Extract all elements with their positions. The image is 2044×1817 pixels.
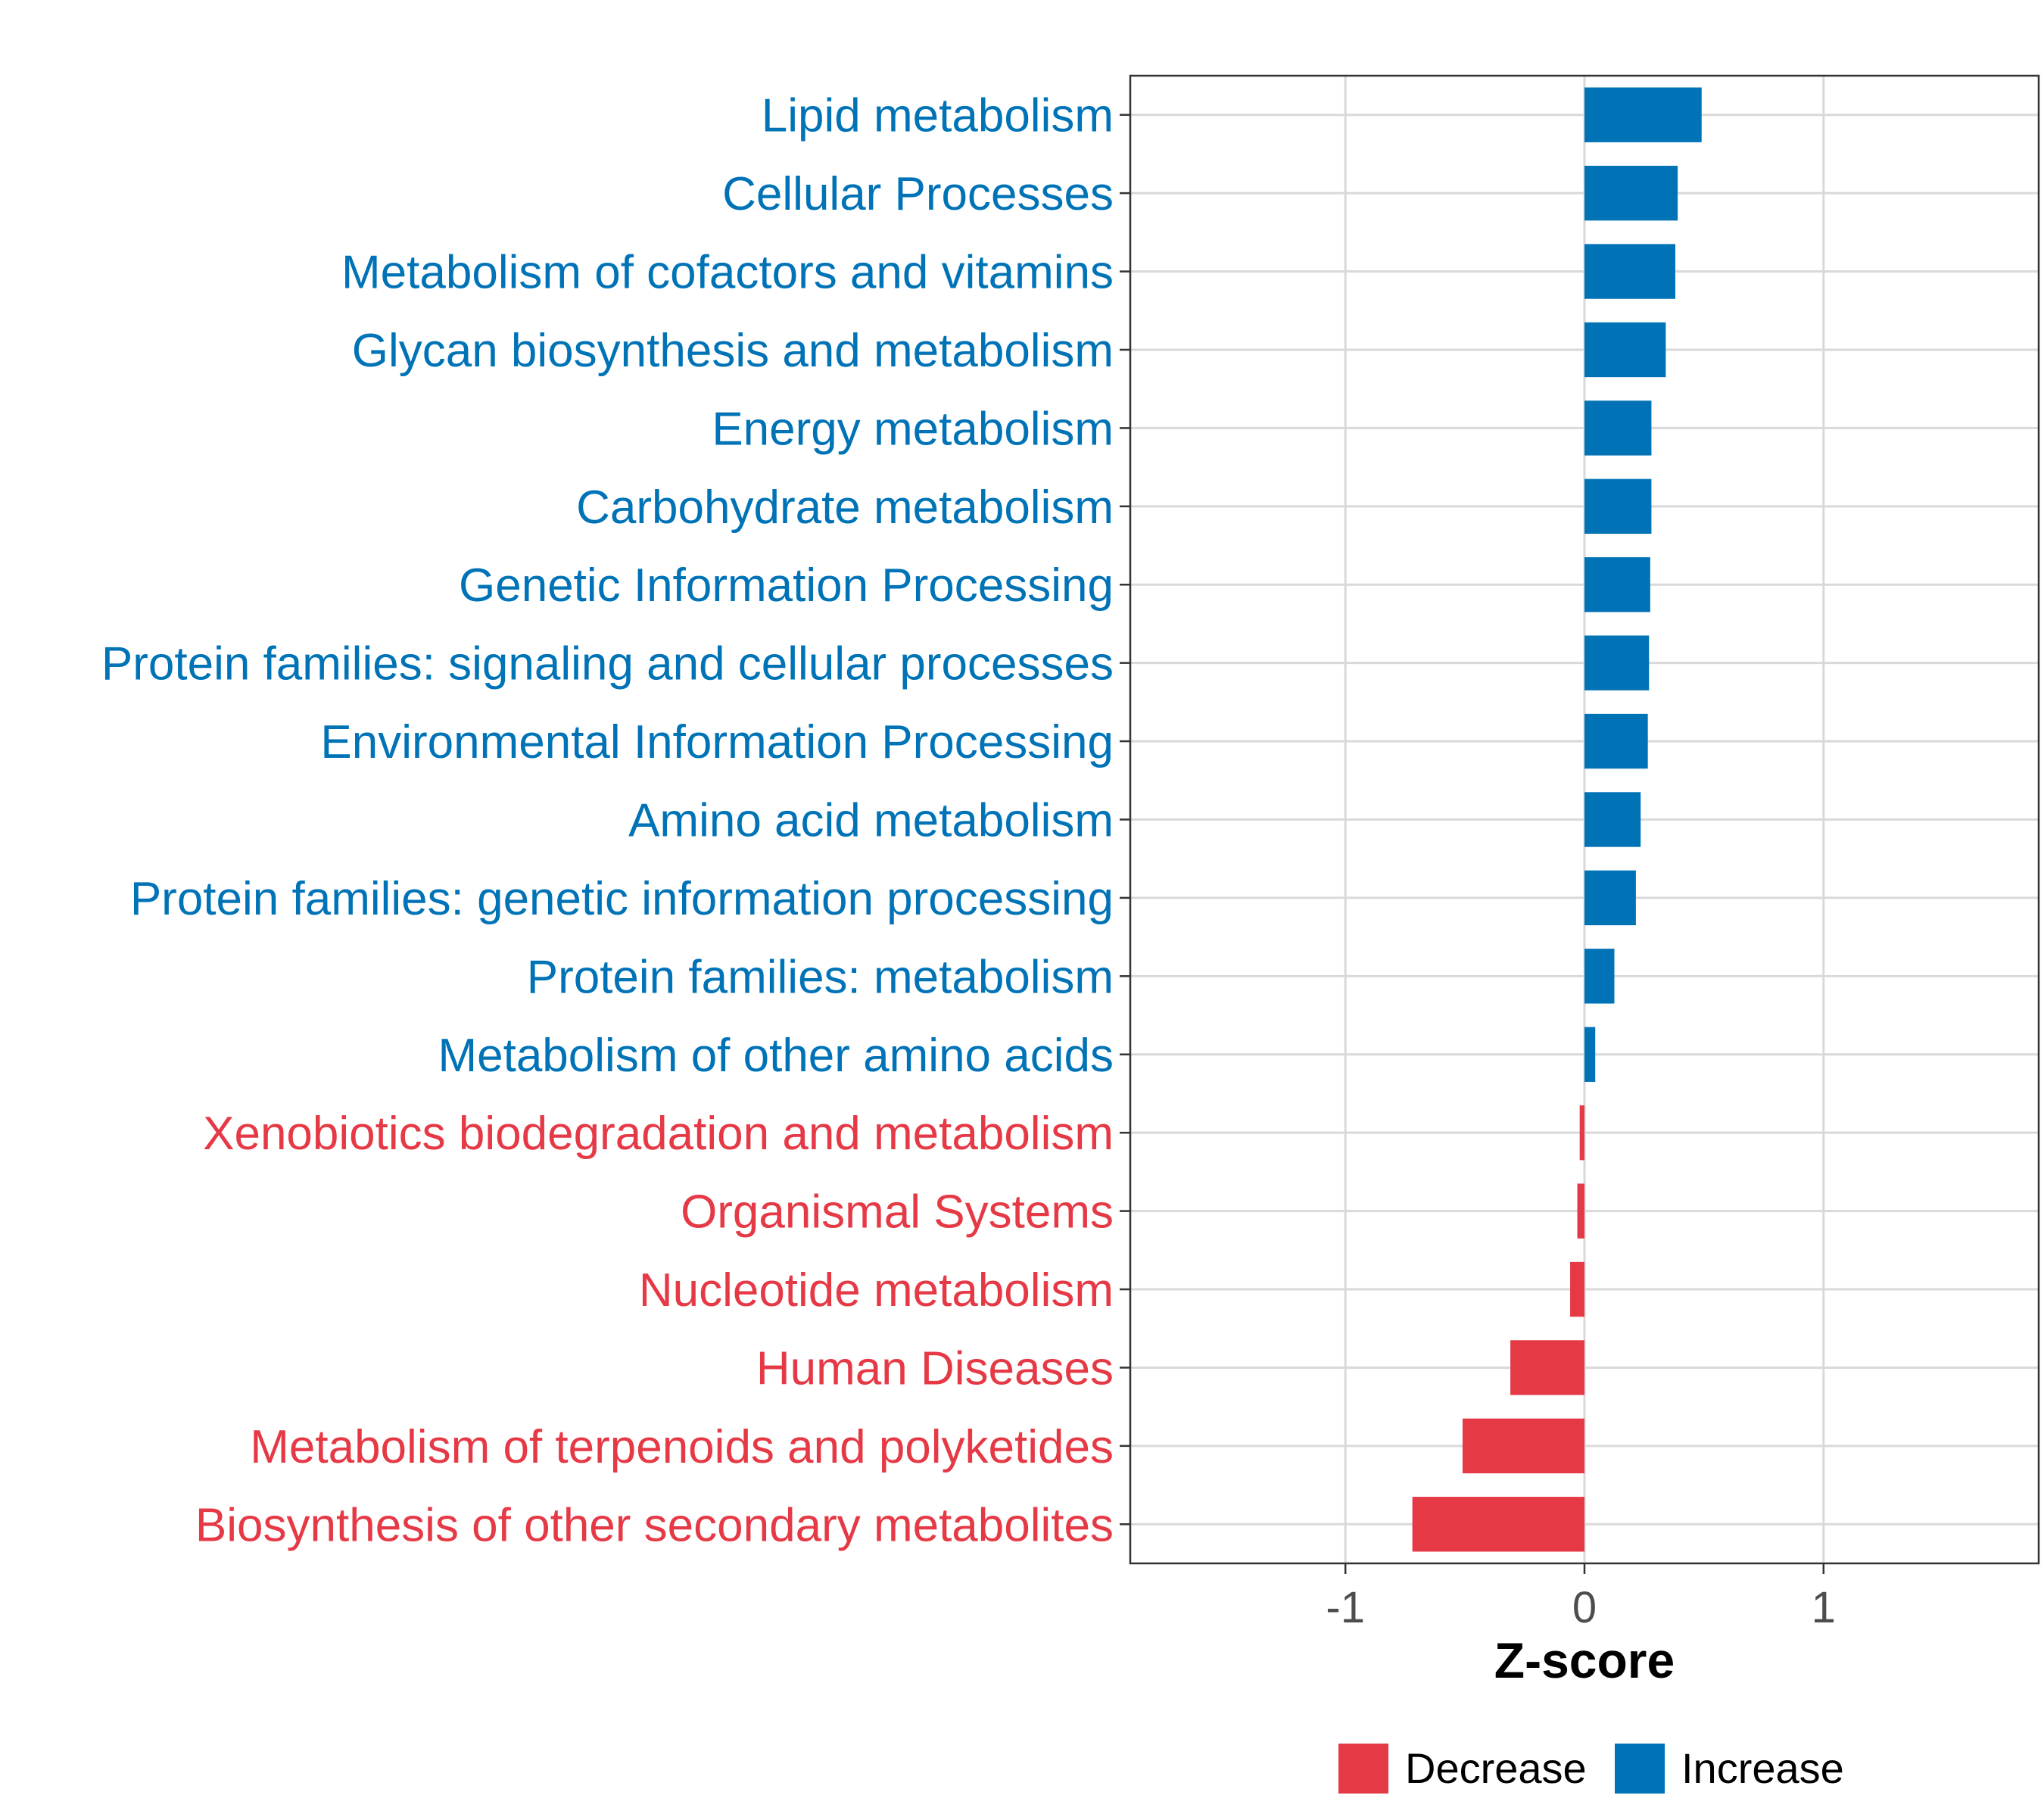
x-axis-title: Z-score: [1494, 1632, 1675, 1688]
x-axis-ticks: -1 0 1: [1326, 1563, 1836, 1632]
bar: [1584, 478, 1652, 535]
bar: [1584, 165, 1678, 221]
bar: [1412, 1497, 1584, 1552]
category-label: Protein families: genetic information pr…: [130, 873, 1114, 925]
bar: [1570, 1261, 1584, 1317]
bar: [1584, 1027, 1596, 1082]
category-label: Protein families: metabolism: [527, 951, 1114, 1003]
category-label: Genetic Information Processing: [459, 559, 1114, 612]
bar: [1462, 1418, 1584, 1474]
legend-swatch-increase: [1615, 1744, 1665, 1794]
legend-label-increase: Increase: [1681, 1744, 1844, 1792]
bar: [1584, 713, 1648, 769]
y-axis-ticks: [1120, 114, 1130, 1526]
x-tick-label: 0: [1572, 1583, 1597, 1632]
bars: [1412, 87, 1702, 1552]
y-axis-category-labels: Lipid metabolism Cellular Processes Metabo…: [101, 90, 1114, 1552]
bar: [1584, 244, 1675, 299]
bar: [1510, 1340, 1584, 1395]
category-label: Human Diseases: [756, 1342, 1114, 1395]
bar: [1577, 1183, 1584, 1239]
legend-swatch-decrease: [1338, 1744, 1388, 1794]
bar: [1584, 322, 1666, 378]
category-label: Lipid metabolism: [762, 90, 1114, 142]
category-label: Organismal Systems: [681, 1186, 1114, 1239]
bar: [1584, 870, 1636, 926]
x-tick-label: -1: [1326, 1583, 1365, 1632]
bar: [1584, 949, 1615, 1004]
category-label: Nucleotide metabolism: [639, 1264, 1114, 1317]
category-label: Amino acid metabolism: [628, 795, 1114, 847]
category-label: Metabolism of cofactors and vitamins: [341, 247, 1114, 299]
bar: [1584, 792, 1641, 847]
category-label: Protein families: signaling and cellular…: [101, 638, 1114, 690]
bar: [1579, 1105, 1584, 1161]
category-label: Carbohydrate metabolism: [576, 482, 1114, 534]
bar: [1584, 557, 1650, 612]
category-label: Xenobiotics biodegradation and metabolis…: [203, 1108, 1114, 1160]
legend-label-decrease: Decrease: [1405, 1744, 1587, 1792]
legend: Decrease Increase: [1338, 1744, 1844, 1794]
bar: [1584, 635, 1650, 690]
category-label: Biosynthesis of other secondary metaboli…: [195, 1499, 1114, 1551]
category-label: Glycan biosynthesis and metabolism: [352, 325, 1114, 377]
category-label: Environmental Information Processing: [320, 716, 1114, 768]
category-label: Cellular Processes: [722, 168, 1114, 220]
category-label: Metabolism of other amino acids: [438, 1030, 1114, 1082]
bar: [1584, 87, 1702, 142]
bar: [1584, 400, 1652, 456]
category-label: Energy metabolism: [712, 403, 1114, 455]
x-tick-label: 1: [1812, 1583, 1836, 1632]
category-label: Metabolism of terpenoids and polyketides: [250, 1421, 1114, 1473]
